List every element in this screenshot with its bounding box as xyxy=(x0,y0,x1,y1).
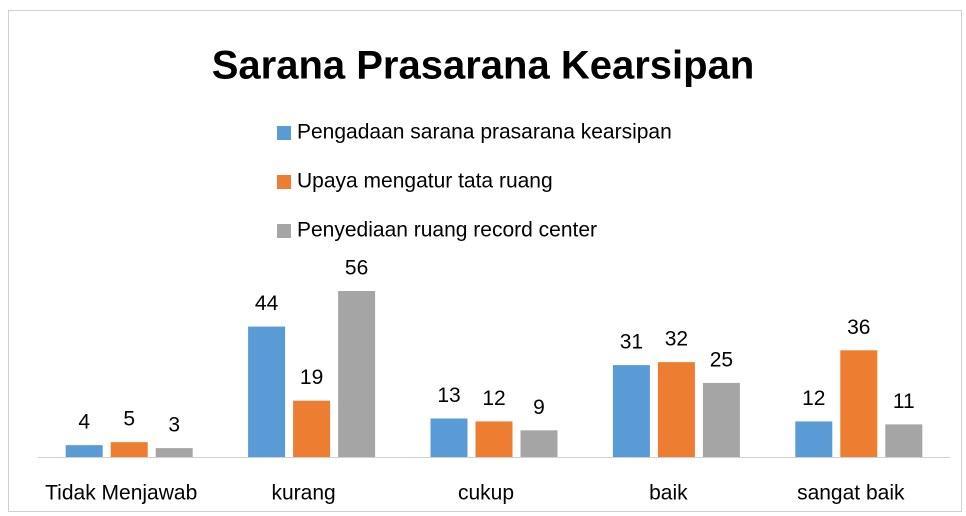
data-label: 9 xyxy=(533,396,545,419)
bar xyxy=(702,382,740,457)
data-label: 11 xyxy=(893,390,915,413)
data-label: 5 xyxy=(123,408,135,431)
bar xyxy=(430,418,468,457)
data-label: 12 xyxy=(482,387,505,410)
bar xyxy=(520,430,558,457)
bar xyxy=(475,421,513,457)
data-label: 12 xyxy=(802,387,825,410)
bar xyxy=(885,424,923,457)
legend-label: Penyediaan ruang record center xyxy=(297,219,597,242)
data-label: 19 xyxy=(300,366,323,389)
legend-swatch xyxy=(277,126,291,140)
legend-swatch xyxy=(277,224,291,238)
data-label: 3 xyxy=(168,414,180,437)
legend-label: Upaya mengatur tata ruang xyxy=(297,170,553,193)
bar xyxy=(110,442,148,457)
x-tick-label: Tidak Menjawab xyxy=(45,482,197,505)
bar xyxy=(657,362,695,457)
bar xyxy=(248,326,286,457)
data-label: 25 xyxy=(710,348,733,371)
bar xyxy=(155,448,193,457)
bar xyxy=(612,365,650,457)
data-label: 36 xyxy=(847,316,870,339)
data-label: 32 xyxy=(665,328,688,351)
data-label: 31 xyxy=(620,331,643,354)
data-label: 44 xyxy=(255,292,279,315)
bar xyxy=(840,350,878,457)
x-tick-label: baik xyxy=(649,482,688,505)
data-label: 13 xyxy=(437,384,460,407)
x-tick-label: kurang xyxy=(271,482,335,505)
legend-label: Pengadaan sarana prasarana kearsipan xyxy=(297,121,672,144)
legend-swatch xyxy=(277,175,291,189)
bar xyxy=(338,291,376,457)
chart-title: Sarana Prasarana Kearsipan xyxy=(212,44,755,88)
bar xyxy=(293,400,331,457)
bar xyxy=(795,421,833,457)
bar xyxy=(65,445,103,457)
x-tick-label: cukup xyxy=(458,482,514,505)
x-tick-label: sangat baik xyxy=(797,482,905,505)
data-label: 4 xyxy=(78,411,90,434)
data-label: 56 xyxy=(345,257,368,280)
